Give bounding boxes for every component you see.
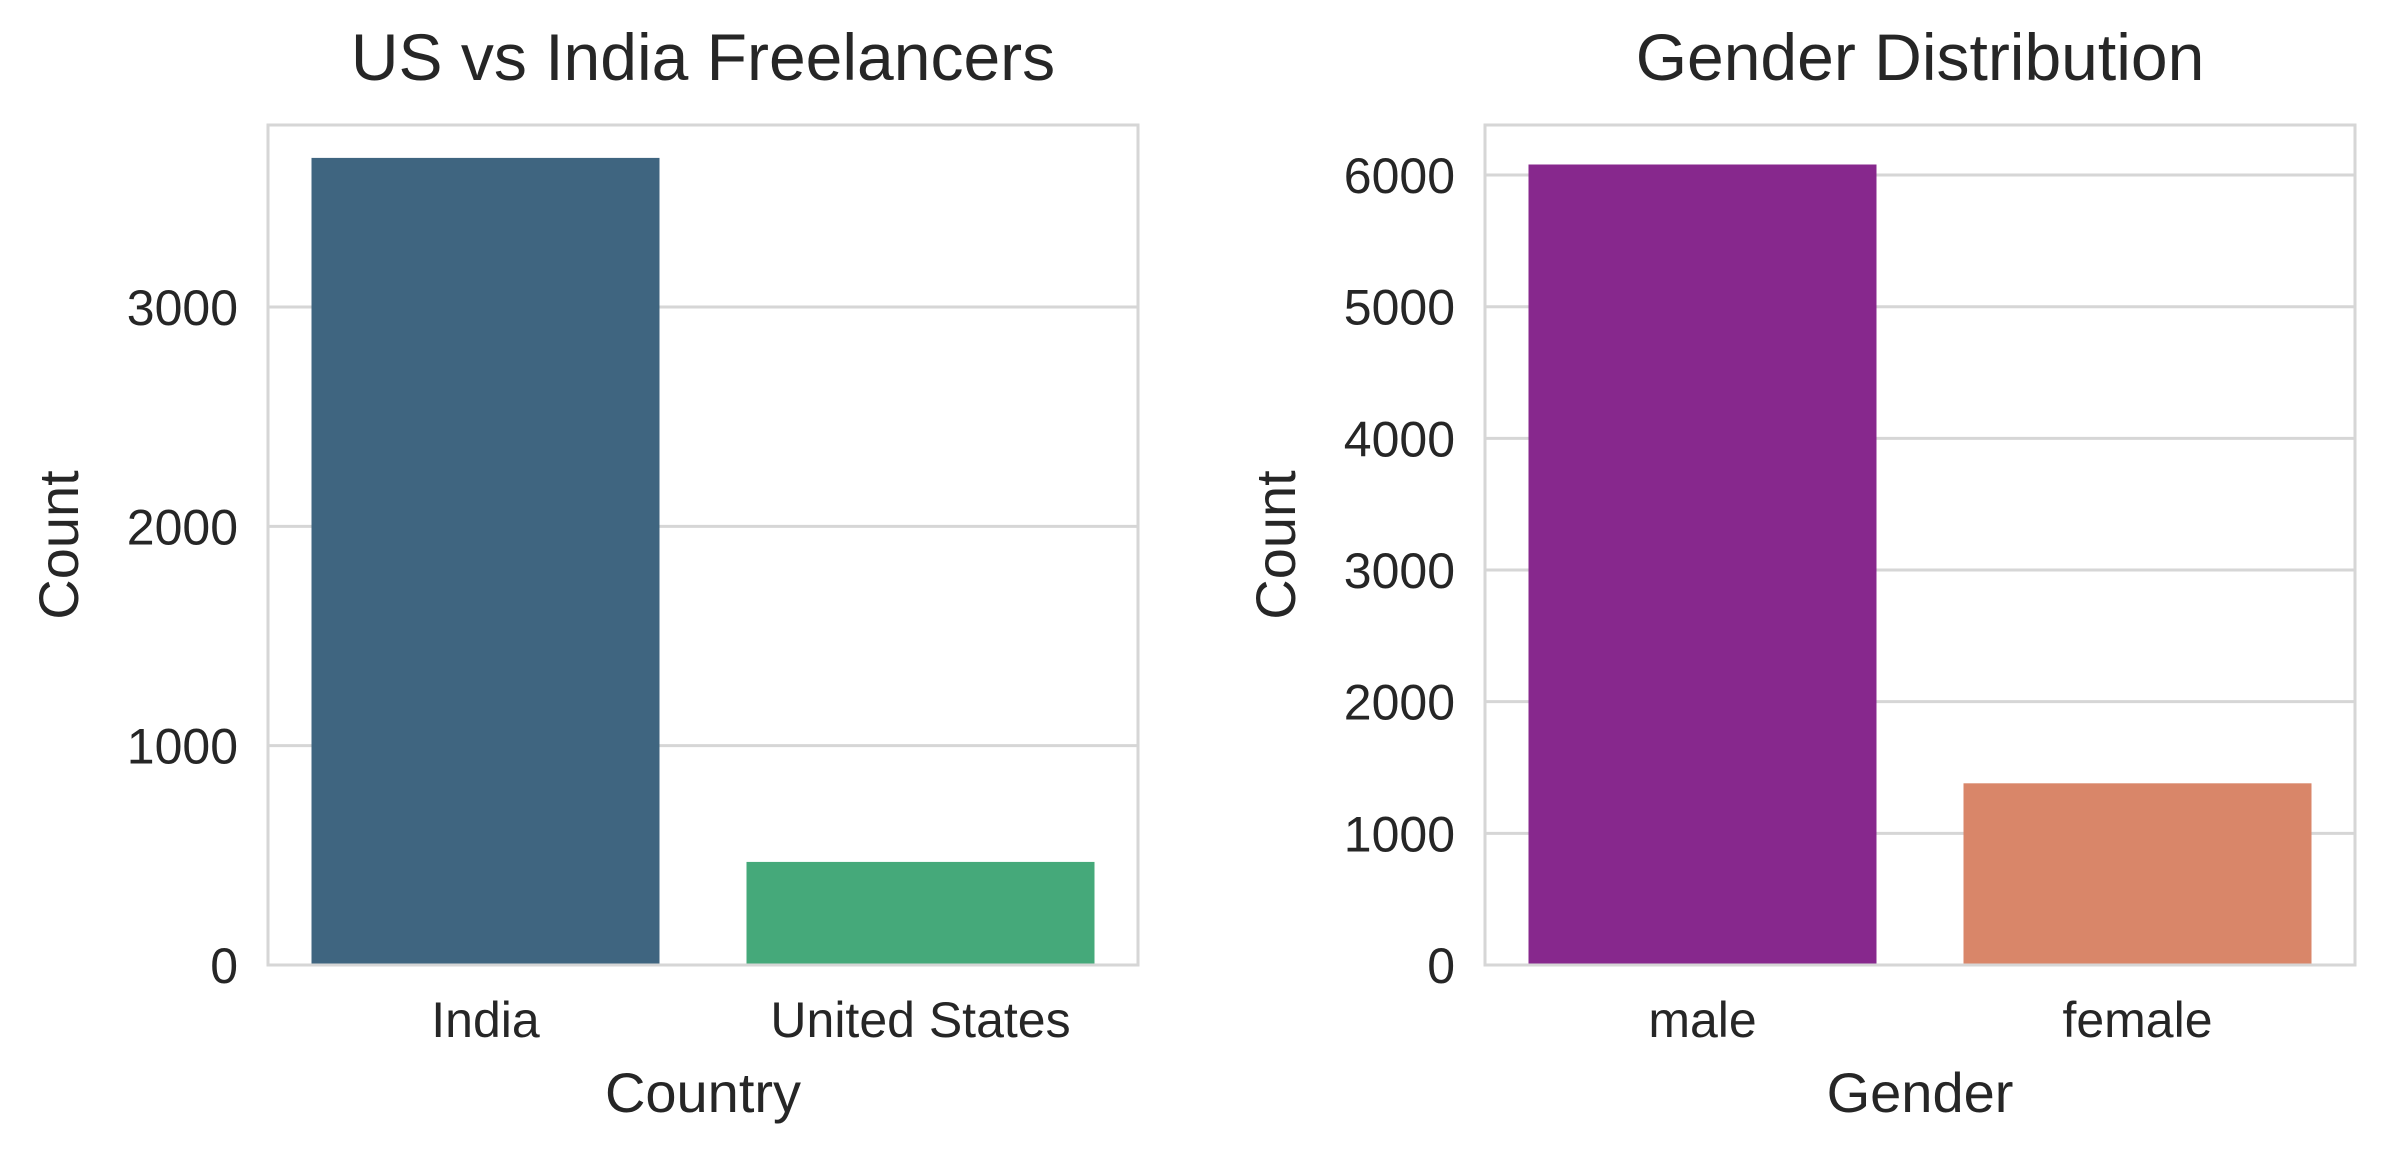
bar-united-states (746, 861, 1095, 965)
y-tick-label: 5000 (1344, 280, 1455, 336)
chart-title: US vs India Freelancers (351, 20, 1055, 94)
y-tick-label: 1000 (127, 719, 238, 775)
x-tick-label: United States (770, 992, 1070, 1048)
bar-female (1963, 783, 2312, 965)
x-axis-label: Country (605, 1061, 801, 1124)
y-tick-label: 0 (1427, 938, 1455, 994)
bar-india (311, 157, 660, 965)
y-tick-label: 2000 (1344, 675, 1455, 731)
y-tick-label: 2000 (127, 499, 238, 555)
y-tick-label: 6000 (1344, 148, 1455, 204)
x-tick-label: male (1648, 992, 1756, 1048)
y-axis-label: Count (1244, 470, 1307, 620)
x-tick-label: female (2062, 992, 2212, 1048)
plot-frame (1483, 123, 2357, 967)
plot-frame (266, 123, 1140, 967)
y-tick-label: 4000 (1344, 411, 1455, 467)
y-axis-label: Count (27, 470, 90, 620)
y-tick-label: 0 (210, 938, 238, 994)
x-axis-label: Gender (1827, 1061, 2014, 1124)
x-tick-label: India (431, 992, 540, 1048)
y-tick-label: 3000 (127, 280, 238, 336)
chart-title: Gender Distribution (1636, 20, 2205, 94)
chart-gender: Gender Distribution 0 1000 2000 3000 4000 500… (1244, 20, 2357, 1124)
y-tick-label: 1000 (1344, 806, 1455, 862)
bar-male (1528, 164, 1877, 966)
y-tick-label: 3000 (1344, 543, 1455, 599)
chart-country: US vs India Freelancers 0 1000 2000 3000 Ind… (27, 20, 1140, 1124)
